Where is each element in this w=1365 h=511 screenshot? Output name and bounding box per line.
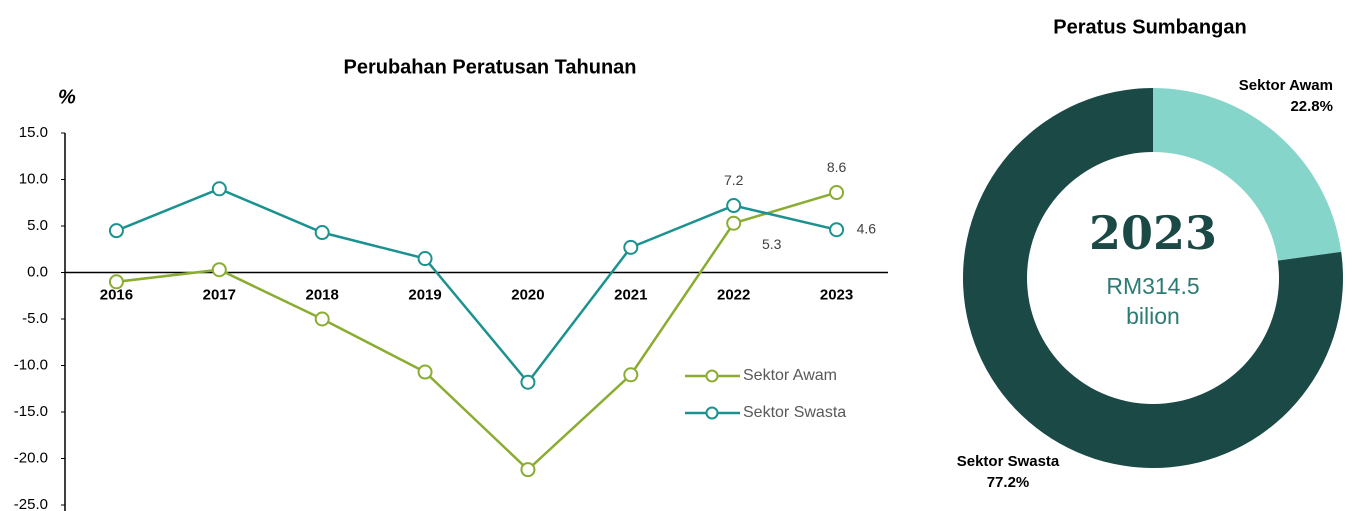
y-tick-label: -10.0 xyxy=(14,356,48,373)
y-axis-label: % xyxy=(58,86,76,108)
point xyxy=(726,215,742,231)
value-label: 5.3 xyxy=(762,236,782,252)
point xyxy=(726,198,742,214)
x-tick-label: 2019 xyxy=(408,286,441,303)
legend-label: Sektor Awam xyxy=(743,367,837,384)
point xyxy=(520,374,536,390)
donut-center-title: 2023 xyxy=(1089,206,1217,260)
segment-label: Sektor Swasta xyxy=(957,453,1060,470)
point xyxy=(623,367,639,383)
point xyxy=(211,262,227,278)
x-tick-label: 2017 xyxy=(203,286,236,303)
point xyxy=(417,251,433,267)
legend-marker xyxy=(705,369,719,383)
value-label: 7.2 xyxy=(724,172,744,188)
donut-segment xyxy=(1153,88,1342,261)
point xyxy=(314,225,330,241)
x-tick-label: 2018 xyxy=(306,286,339,303)
point xyxy=(211,181,227,197)
point xyxy=(829,222,845,238)
legend-marker xyxy=(705,406,719,420)
series-line xyxy=(115,187,837,385)
donut-center-line: RM314.5 xyxy=(1106,273,1199,299)
x-tick-label: 2020 xyxy=(511,286,544,303)
point xyxy=(108,223,124,239)
y-tick-label: -15.0 xyxy=(14,403,48,420)
segment-value: 22.8% xyxy=(1290,98,1333,115)
y-tick-label: 0.0 xyxy=(27,263,48,280)
donut-center-line: bilion xyxy=(1126,303,1180,329)
y-tick-label: 5.0 xyxy=(27,217,48,234)
point xyxy=(108,274,124,290)
series-line xyxy=(116,191,837,472)
point xyxy=(520,462,536,478)
x-tick-label: 2023 xyxy=(820,286,853,303)
donut-title: Peratus Sumbangan xyxy=(1053,16,1246,38)
segment-value: 77.2% xyxy=(987,474,1030,491)
segment-label: Sektor Awam xyxy=(1239,77,1333,94)
x-tick-label: 2016 xyxy=(100,286,133,303)
point xyxy=(829,185,845,201)
value-label: 4.6 xyxy=(857,220,877,236)
value-label: 8.6 xyxy=(827,159,847,175)
y-tick-label: 15.0 xyxy=(19,124,48,141)
y-tick-label: -20.0 xyxy=(14,449,48,466)
point xyxy=(623,239,639,255)
line-title: Perubahan Peratusan Tahunan xyxy=(343,56,636,78)
point xyxy=(314,311,330,327)
y-tick-label: 10.0 xyxy=(19,170,48,187)
y-tick-label: -5.0 xyxy=(22,310,48,327)
y-tick-label: -25.0 xyxy=(14,496,48,511)
donut-segment xyxy=(963,88,1343,469)
x-tick-label: 2022 xyxy=(717,286,750,303)
x-tick-label: 2021 xyxy=(614,286,647,303)
point xyxy=(417,364,433,380)
legend-label: Sektor Swasta xyxy=(743,404,846,421)
